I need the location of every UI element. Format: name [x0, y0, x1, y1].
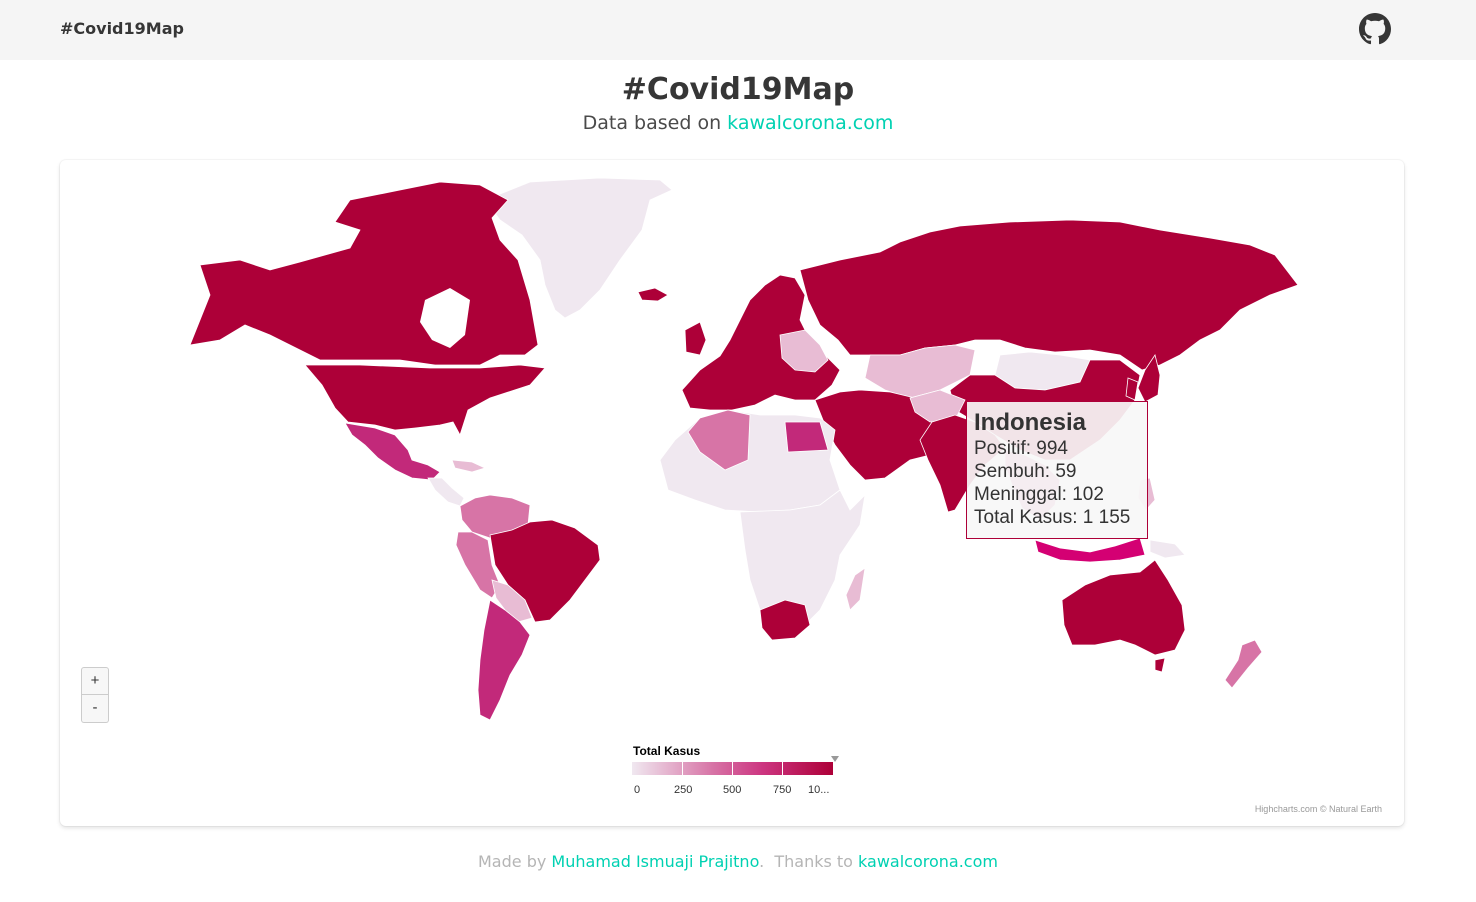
region-australia[interactable]	[1061, 559, 1186, 656]
region-japan[interactable]	[1137, 354, 1161, 403]
region-korea[interactable]	[1125, 377, 1139, 401]
legend-label: 0	[634, 784, 641, 796]
tooltip-total: Total Kasus: 1 155	[974, 507, 1131, 528]
data-source-link[interactable]: kawalcorona.com	[727, 112, 894, 134]
zoom-in-button[interactable]: +	[81, 667, 109, 695]
region-hudson-bay	[420, 288, 470, 348]
legend-tick	[732, 762, 733, 775]
author-link[interactable]: Muhamad Ismuaji Prajitno	[551, 852, 760, 871]
footer-thanks: Thanks to	[774, 852, 853, 871]
map-credits[interactable]: Highcharts.com © Natural Earth	[1254, 804, 1382, 814]
github-icon[interactable]	[1359, 13, 1391, 45]
tooltip-meninggal: Meninggal: 102	[974, 484, 1104, 505]
navbar: #Covid19Map	[0, 0, 1476, 60]
region-indonesia[interactable]	[1034, 537, 1146, 563]
region-algeria[interactable]	[687, 409, 751, 471]
tooltip-sembuh: Sembuh: 59	[974, 461, 1077, 482]
region-iceland[interactable]	[637, 287, 669, 302]
world-map[interactable]	[60, 160, 1404, 826]
page-title: #Covid19Map	[621, 72, 855, 107]
legend-label: 10...	[808, 784, 830, 796]
legend-label: 750	[773, 784, 792, 796]
region-madagascar[interactable]	[845, 567, 866, 611]
region-usa[interactable]	[304, 364, 546, 437]
region-subsaharan-africa[interactable]	[739, 489, 866, 633]
region-russia[interactable]	[799, 219, 1299, 371]
footer: Made by Muhamad Ismuaji Prajitno. Thanks…	[478, 852, 998, 871]
region-south-africa[interactable]	[759, 599, 811, 641]
navbar-brand[interactable]: #Covid19Map	[60, 19, 184, 38]
footer-made-by: Made by	[478, 852, 547, 871]
legend-label: 500	[723, 784, 742, 796]
region-png[interactable]	[1149, 539, 1186, 559]
region-tasmania[interactable]	[1154, 657, 1166, 673]
tooltip-country: Indonesia	[974, 409, 1087, 436]
tooltip-positif: Positif: 994	[974, 438, 1068, 459]
legend-tick	[782, 762, 783, 775]
thanks-link[interactable]: kawalcorona.com	[858, 852, 998, 871]
region-new-zealand[interactable]	[1224, 639, 1263, 689]
region-canada[interactable]	[189, 181, 539, 366]
map-tooltip: Indonesia Positif: 994 Sembuh: 59 Mening…	[966, 401, 1148, 539]
region-bolivia-paraguay[interactable]	[491, 579, 533, 623]
map-card: + - Indonesia Positif: 994 Sembuh: 59 Me…	[60, 160, 1404, 826]
legend-title: Total Kasus	[633, 744, 701, 758]
region-mexico[interactable]	[344, 422, 441, 481]
legend-marker-icon	[831, 756, 839, 762]
zoom-out-button[interactable]: -	[81, 695, 109, 723]
region-central-america[interactable]	[427, 477, 465, 507]
subtitle-prefix: Data based on	[582, 112, 722, 134]
region-egypt[interactable]	[784, 421, 829, 453]
legend-tick	[682, 762, 683, 775]
region-uk[interactable]	[684, 321, 707, 356]
region-caribbean[interactable]	[451, 459, 487, 473]
region-eastern-europe[interactable]	[779, 329, 829, 373]
region-greenland[interactable]	[484, 177, 673, 319]
region-argentina-chile[interactable]	[477, 599, 531, 721]
legend-label: 250	[674, 784, 693, 796]
page-subtitle: Data based on kawalcorona.com	[0, 112, 1476, 134]
